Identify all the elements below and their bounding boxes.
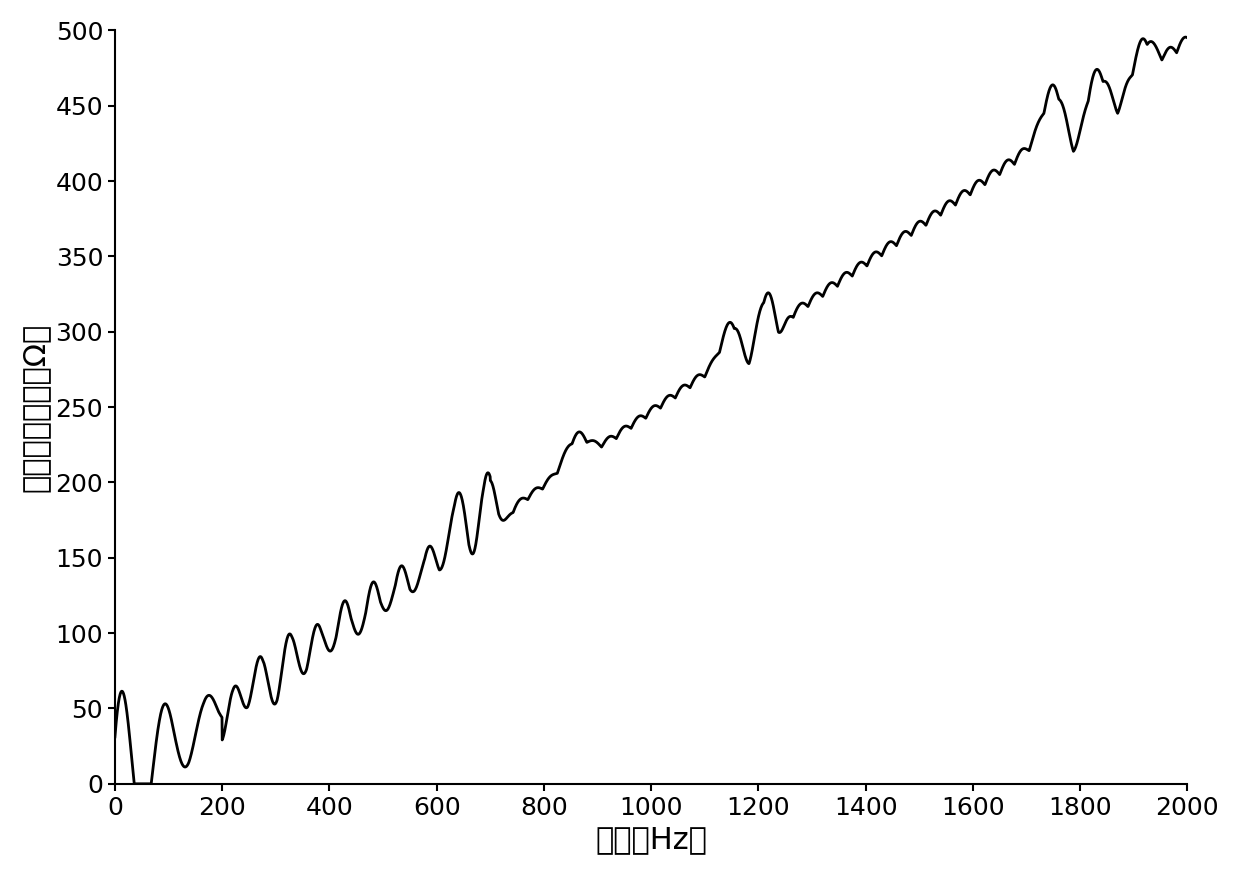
X-axis label: 频率（Hz）: 频率（Hz）: [595, 825, 707, 854]
Y-axis label: 谐波阻抗幅値（Ω）: 谐波阻抗幅値（Ω）: [21, 323, 50, 492]
